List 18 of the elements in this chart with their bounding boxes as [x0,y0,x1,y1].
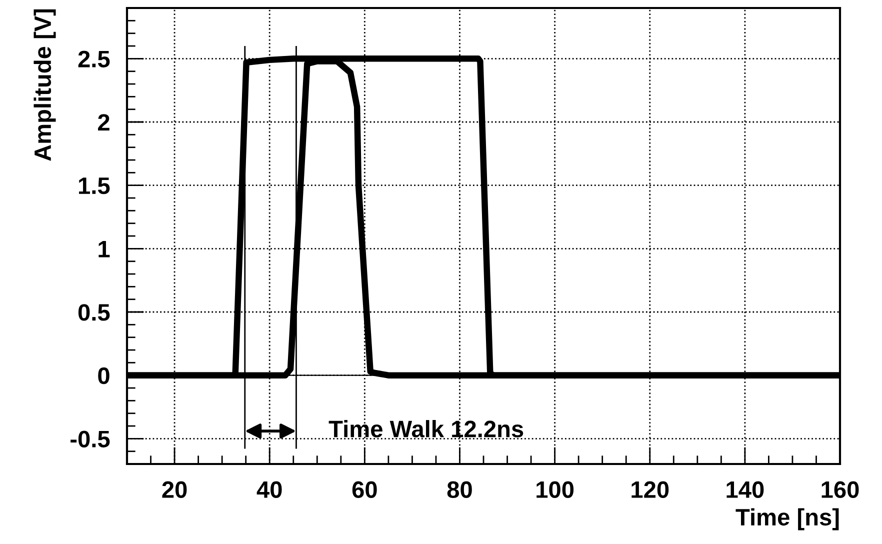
y-tick-label: 1.5 [79,178,110,194]
x-tick-label: 40 [256,481,282,498]
y-tick-label: -0.5 [70,430,110,448]
y-tick-label: 0 [98,367,110,384]
x-tick-label: 140 [726,481,764,498]
y-tick-label: 1 [98,240,110,258]
x-tick-label: 60 [352,481,377,498]
y-tick-label: 0.5 [78,304,110,321]
y-tick-label: 2.5 [78,50,110,68]
x-tick-label: 120 [632,481,669,498]
y-tick-label: 2 [98,114,110,131]
x-tick-label: 20 [162,481,187,498]
x-tick-label: 160 [822,481,859,498]
annotation: Time Walk 12.2ns [328,420,524,438]
x-tick-label: 100 [536,481,574,498]
y-axis-title: Amplitude [V] [34,9,56,161]
x-tick-label: 80 [447,481,472,498]
x-axis-title: Time [ns] [736,508,839,530]
